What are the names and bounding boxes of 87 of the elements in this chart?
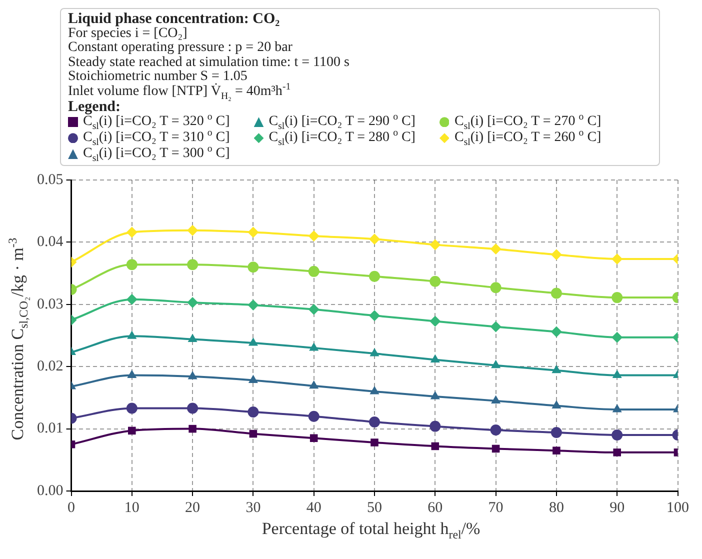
point	[370, 438, 378, 447]
point	[612, 254, 623, 265]
point	[550, 249, 562, 260]
x-tick-label: 20	[185, 500, 200, 516]
point	[308, 411, 320, 422]
point	[490, 321, 502, 332]
x-tick-label: 30	[246, 500, 261, 516]
point	[126, 402, 138, 414]
point	[370, 386, 380, 394]
x-tick-label: 90	[610, 500, 625, 516]
point	[552, 400, 562, 409]
x-tick-label: 60	[428, 500, 443, 516]
text: Constant operating pressure : p = 20 bar	[68, 40, 292, 56]
point	[127, 370, 137, 378]
point	[248, 338, 258, 346]
x-axis-title: Percentage of total height h$_{rel}$/%	[262, 519, 480, 542]
point	[248, 262, 259, 273]
y-tick-label: 0.01	[37, 420, 64, 437]
y-tick-label: 0.03	[37, 296, 64, 312]
y-tick-label: 0.04	[37, 234, 64, 250]
point	[612, 332, 623, 344]
x-tick-label: 80	[548, 500, 564, 516]
x-tick-label: 50	[367, 500, 382, 516]
point	[370, 348, 380, 356]
point	[430, 354, 440, 363]
point	[491, 395, 501, 404]
point	[492, 444, 500, 453]
point	[550, 326, 562, 338]
x-tick-label: 70	[488, 500, 504, 516]
point	[248, 226, 259, 238]
point	[550, 288, 562, 299]
y-tick-label: 0.02	[37, 358, 64, 375]
legend-label: C$_{sl}$(i) [i=CO₂ T = 270 $^{o}$ C]	[454, 111, 602, 132]
y-tick-label: 0.00	[37, 483, 64, 500]
point	[187, 297, 198, 308]
point	[612, 430, 623, 441]
text: Steady state reached at simulation time: t = 1100 s	[68, 54, 350, 70]
point	[249, 430, 258, 438]
point	[550, 427, 562, 438]
legend-label: C$_{sl}$(i) [i=CO₂ T = 290 $^{o}$ C]	[268, 111, 416, 132]
point	[369, 234, 380, 245]
point	[187, 259, 198, 270]
point	[248, 406, 259, 418]
point	[188, 371, 198, 380]
point	[369, 310, 380, 322]
point	[126, 294, 138, 306]
point	[369, 271, 380, 282]
point	[308, 304, 320, 316]
point	[612, 404, 622, 412]
point	[309, 342, 319, 351]
point	[248, 300, 259, 311]
y-tick-label: 0.05	[37, 172, 64, 188]
point	[126, 226, 138, 238]
point	[126, 259, 138, 270]
point	[308, 230, 320, 242]
point	[613, 448, 621, 456]
point	[431, 442, 440, 450]
point	[490, 424, 502, 436]
x-tick-label: 100	[666, 500, 689, 516]
point	[187, 402, 198, 414]
point	[308, 266, 320, 278]
point	[430, 391, 440, 400]
point	[309, 380, 319, 389]
text: For species i = [CO₂]	[68, 26, 188, 41]
x-tick-label: 40	[306, 500, 322, 516]
point	[490, 244, 502, 255]
point	[248, 374, 258, 384]
point	[430, 276, 441, 288]
point	[490, 282, 502, 294]
point	[188, 425, 196, 433]
point	[430, 316, 441, 327]
point	[187, 225, 198, 236]
chart-title: Liquid phase concentration: CO₂	[68, 11, 280, 27]
point	[491, 360, 501, 368]
point	[369, 416, 380, 428]
point	[552, 446, 560, 455]
point	[128, 426, 136, 435]
point	[127, 330, 137, 340]
point	[430, 420, 441, 432]
x-tick-label: 0	[68, 500, 75, 516]
x-tick-label: 10	[124, 500, 140, 516]
point	[612, 292, 623, 304]
point	[612, 370, 622, 378]
point	[552, 364, 562, 374]
point	[430, 239, 441, 250]
point	[188, 334, 198, 342]
point	[310, 434, 318, 442]
